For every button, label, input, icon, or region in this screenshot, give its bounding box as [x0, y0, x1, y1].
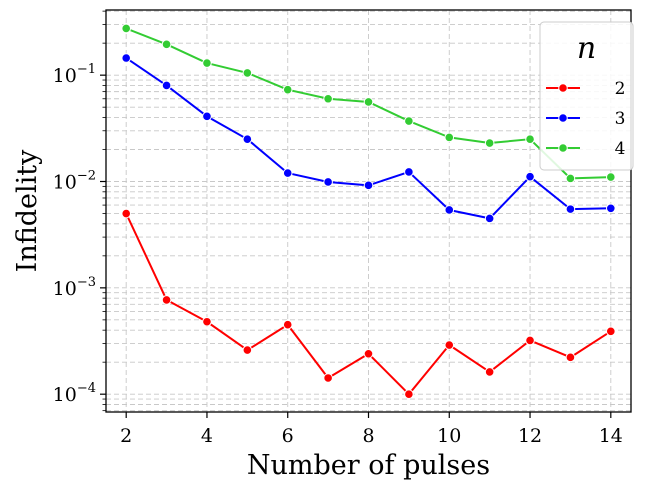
series-layer	[121, 23, 616, 399]
legend-label: 4	[615, 139, 626, 159]
x-tick-label: 14	[599, 425, 623, 447]
data-point	[525, 335, 535, 346]
legend-box	[539, 21, 634, 171]
y-tick-label: 10−1	[53, 62, 96, 87]
data-point	[484, 367, 495, 377]
data-point	[525, 134, 535, 144]
data-point	[242, 345, 253, 355]
data-point	[606, 326, 616, 337]
y-tick-base: 10	[53, 278, 77, 300]
series-line-2	[125, 213, 612, 396]
legend-marker-swatch	[558, 83, 568, 93]
y-tick-base: 10	[53, 172, 77, 194]
data-point	[565, 352, 576, 363]
data-point	[121, 23, 131, 34]
x-tick-label: 8	[362, 425, 374, 447]
data-point	[282, 168, 293, 178]
data-point	[121, 53, 131, 63]
y-tick-base: 10	[53, 384, 77, 406]
data-point	[202, 111, 212, 122]
data-point	[323, 177, 333, 187]
x-tick-label: 6	[282, 425, 294, 447]
data-point	[363, 180, 374, 191]
data-point	[444, 132, 455, 143]
y-tick-exponent: −4	[77, 381, 96, 396]
data-point	[161, 39, 172, 50]
y-axis-label: Infidelity	[12, 149, 43, 272]
legend-marker-swatch	[558, 113, 568, 123]
y-tick-label: 10−3	[53, 275, 96, 300]
legend-entry-4: 4	[546, 139, 625, 159]
y-tick-label: 10−2	[53, 169, 96, 194]
data-point	[202, 58, 212, 68]
data-point	[202, 316, 212, 327]
legend-label: 3	[615, 109, 626, 129]
legend-entries: 2 3 4	[546, 79, 625, 159]
legend-entry-3: 3	[546, 109, 625, 129]
data-point	[161, 80, 172, 91]
data-point	[363, 348, 374, 359]
x-tick-label: 10	[437, 425, 461, 447]
y-tick-exponent: −1	[77, 62, 96, 77]
legend-label: 2	[615, 79, 626, 99]
x-tick-label: 4	[201, 425, 213, 447]
data-point	[606, 172, 616, 182]
x-tick-label: 2	[120, 425, 132, 447]
legend-title: n	[577, 31, 596, 66]
legend: n 2 3 4	[539, 21, 634, 171]
data-point	[323, 93, 333, 104]
data-point	[323, 373, 333, 383]
y-tick-label: 10−4	[53, 381, 96, 406]
data-point	[161, 295, 172, 305]
data-point	[484, 138, 495, 148]
y-tick-exponent: −2	[77, 169, 96, 184]
data-point	[282, 319, 293, 330]
data-point	[282, 84, 293, 95]
x-tick-label: 12	[518, 425, 542, 447]
series-4	[121, 23, 616, 184]
data-point	[565, 204, 576, 214]
data-point	[444, 340, 455, 350]
data-point	[484, 213, 495, 224]
data-point	[565, 173, 576, 184]
data-point	[606, 203, 616, 214]
legend-entry-2: 2	[546, 79, 625, 99]
data-point	[242, 68, 253, 78]
series-2	[121, 208, 616, 399]
data-point	[404, 116, 414, 126]
data-point	[404, 389, 414, 399]
series-3	[121, 53, 616, 224]
data-point	[444, 205, 455, 215]
data-point	[121, 208, 131, 219]
y-tick-base: 10	[53, 65, 77, 87]
y-tick-exponent: −3	[77, 275, 96, 290]
x-axis-label: Number of pulses	[247, 450, 490, 480]
data-point	[404, 167, 414, 177]
data-point	[242, 134, 253, 144]
legend-marker-swatch	[558, 143, 568, 153]
data-point	[363, 97, 374, 107]
data-point	[525, 171, 535, 182]
